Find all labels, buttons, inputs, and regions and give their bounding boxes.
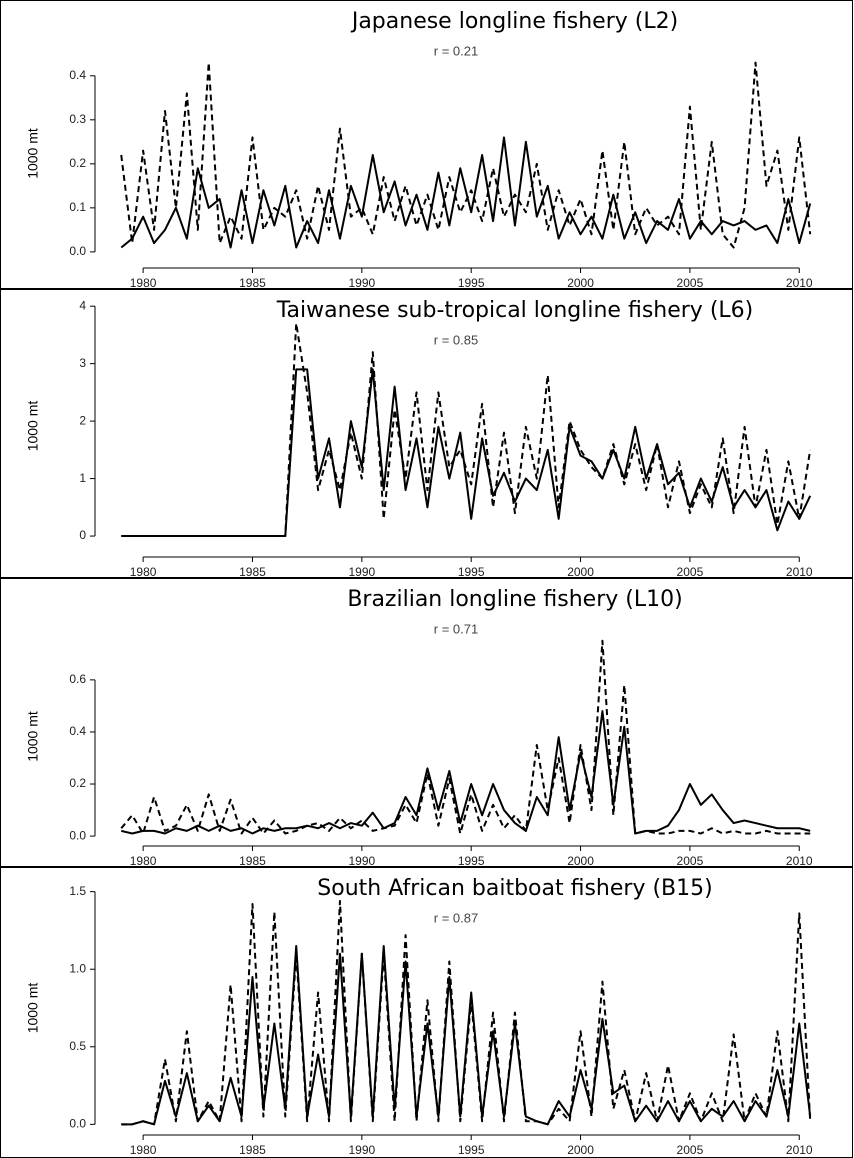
y-axis-label: 1000 mt (25, 983, 41, 1034)
y-tick-label: 0.2 (69, 156, 86, 170)
x-tick-label: 1985 (239, 276, 266, 290)
series-line (121, 710, 811, 835)
x-tick-label: 2010 (786, 276, 813, 290)
series-line (120, 639, 811, 835)
y-tick-label: 0.0 (69, 244, 86, 258)
y-tick-label: 4 (79, 298, 86, 312)
panel-border (0, 289, 853, 578)
x-tick-label: 2000 (567, 565, 594, 579)
x-tick-label: 2005 (677, 565, 704, 579)
x-tick-label: 1985 (239, 854, 266, 868)
x-tick-label: 1995 (458, 854, 485, 868)
series-line (121, 899, 812, 1126)
y-axis-label: 1000 mt (25, 401, 41, 452)
series-line (121, 322, 812, 538)
chart-title: Japanese longline fishery (L2) (350, 9, 678, 34)
y-tick-label: 0.0 (69, 828, 86, 842)
y-tick-label: 0.4 (69, 68, 86, 82)
x-tick-label: 1980 (130, 276, 157, 290)
x-tick-label: 2005 (677, 854, 704, 868)
x-tick-label: 1995 (458, 276, 485, 290)
y-tick-label: 0.2 (69, 776, 86, 790)
x-tick-label: 1980 (130, 565, 157, 579)
x-tick-label: 1995 (458, 1143, 485, 1157)
y-tick-label: 0.4 (69, 724, 86, 738)
y-tick-label: 0 (79, 528, 86, 542)
y-tick-label: 0.1 (69, 200, 86, 214)
x-tick-label: 2000 (567, 1143, 594, 1157)
series-line (121, 944, 812, 1126)
annotation: r = 0.87 (434, 910, 478, 925)
y-tick-label: 1.5 (69, 884, 86, 898)
panel: South African baitboat fishery (B15) r = … (0, 867, 853, 1158)
panel-border (0, 0, 853, 289)
series-line (120, 136, 812, 249)
x-tick-label: 2000 (567, 276, 594, 290)
y-tick-label: 0.3 (69, 112, 86, 126)
x-tick-label: 2005 (677, 276, 704, 290)
x-tick-label: 2010 (786, 1143, 813, 1157)
x-tick-label: 1990 (348, 276, 375, 290)
x-tick-label: 2000 (567, 854, 594, 868)
y-axis-label: 1000 mt (25, 711, 41, 762)
x-tick-label: 2010 (786, 565, 813, 579)
panel: Taiwanese sub-tropical longline fishery … (0, 289, 853, 579)
y-tick-label: 2 (79, 413, 86, 427)
y-axis-label: 1000 mt (25, 128, 41, 179)
x-tick-label: 2005 (677, 1143, 704, 1157)
y-tick-label: 0.6 (69, 672, 86, 686)
panel: Japanese longline fishery (L2) r = 0.21 10… (0, 0, 853, 290)
series-line (121, 368, 812, 538)
x-tick-label: 1980 (130, 854, 157, 868)
x-tick-label: 1985 (239, 1143, 266, 1157)
chart-title: Taiwanese sub-tropical longline fishery … (276, 298, 754, 323)
x-tick-label: 1990 (348, 565, 375, 579)
x-tick-label: 1990 (348, 854, 375, 868)
x-tick-label: 2010 (786, 854, 813, 868)
chart-title: South African baitboat fishery (B15) (317, 876, 712, 901)
panel-border (0, 578, 853, 867)
x-tick-label: 1995 (458, 565, 485, 579)
annotation: r = 0.21 (434, 43, 478, 58)
x-tick-label: 1985 (239, 565, 266, 579)
x-tick-label: 1980 (130, 1143, 157, 1157)
x-tick-label: 1990 (348, 1143, 375, 1157)
annotation: r = 0.71 (434, 621, 478, 636)
y-tick-label: 1 (79, 471, 86, 485)
y-tick-label: 1.0 (69, 961, 86, 975)
chart-title: Brazilian longline fishery (L10) (347, 587, 682, 612)
y-tick-label: 0.5 (69, 1039, 86, 1053)
annotation: r = 0.85 (434, 332, 478, 347)
panel: Brazilian longline fishery (L10) r = 0.71… (0, 578, 853, 868)
y-tick-label: 3 (79, 356, 86, 370)
series-line (120, 61, 812, 249)
y-tick-label: 0.0 (69, 1117, 86, 1131)
